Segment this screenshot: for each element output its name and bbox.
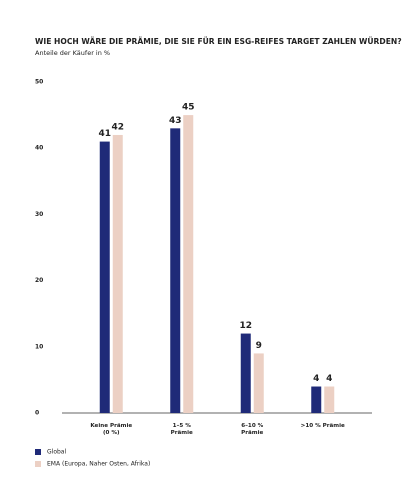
value-label: 4 xyxy=(313,374,319,384)
bar xyxy=(112,134,123,413)
value-label: 9 xyxy=(256,341,262,351)
value-label: 45 xyxy=(182,103,195,113)
y-tick-label: 10 xyxy=(35,343,43,350)
chart-title: WIE HOCH WÄRE DIE PRÄMIE, DIE SIE FÜR EI… xyxy=(35,37,402,46)
y-tick-label: 20 xyxy=(35,277,43,284)
legend-label: EMA (Europa, Naher Osten, Afrika) xyxy=(47,461,150,468)
value-label: 43 xyxy=(169,116,182,126)
x-tick-label: 1–5 % Prämie xyxy=(171,423,193,436)
legend-swatch xyxy=(35,449,41,455)
legend-swatch xyxy=(35,461,41,467)
y-tick-label: 40 xyxy=(35,145,43,152)
bar xyxy=(240,333,251,413)
y-tick-label: 30 xyxy=(35,211,43,218)
x-tick-label: Keine Prämie (0 %) xyxy=(90,423,132,436)
bar xyxy=(253,353,264,413)
bar xyxy=(170,128,181,413)
chart-subtitle: Anteile der Käufer in % xyxy=(35,49,110,57)
value-label: 12 xyxy=(239,321,252,331)
x-tick-label: 6–10 % Prämie xyxy=(241,423,263,436)
bar xyxy=(99,141,110,413)
value-label: 41 xyxy=(98,129,111,139)
y-tick-label: 0 xyxy=(35,410,39,417)
bar xyxy=(311,386,322,413)
legend-label: Global xyxy=(47,449,66,456)
value-label: 42 xyxy=(111,122,124,132)
bar xyxy=(324,386,335,413)
value-label: 4 xyxy=(326,374,332,384)
bar xyxy=(183,115,194,413)
y-tick-label: 50 xyxy=(35,79,43,86)
x-tick-label: >10 % Prämie xyxy=(301,423,345,429)
